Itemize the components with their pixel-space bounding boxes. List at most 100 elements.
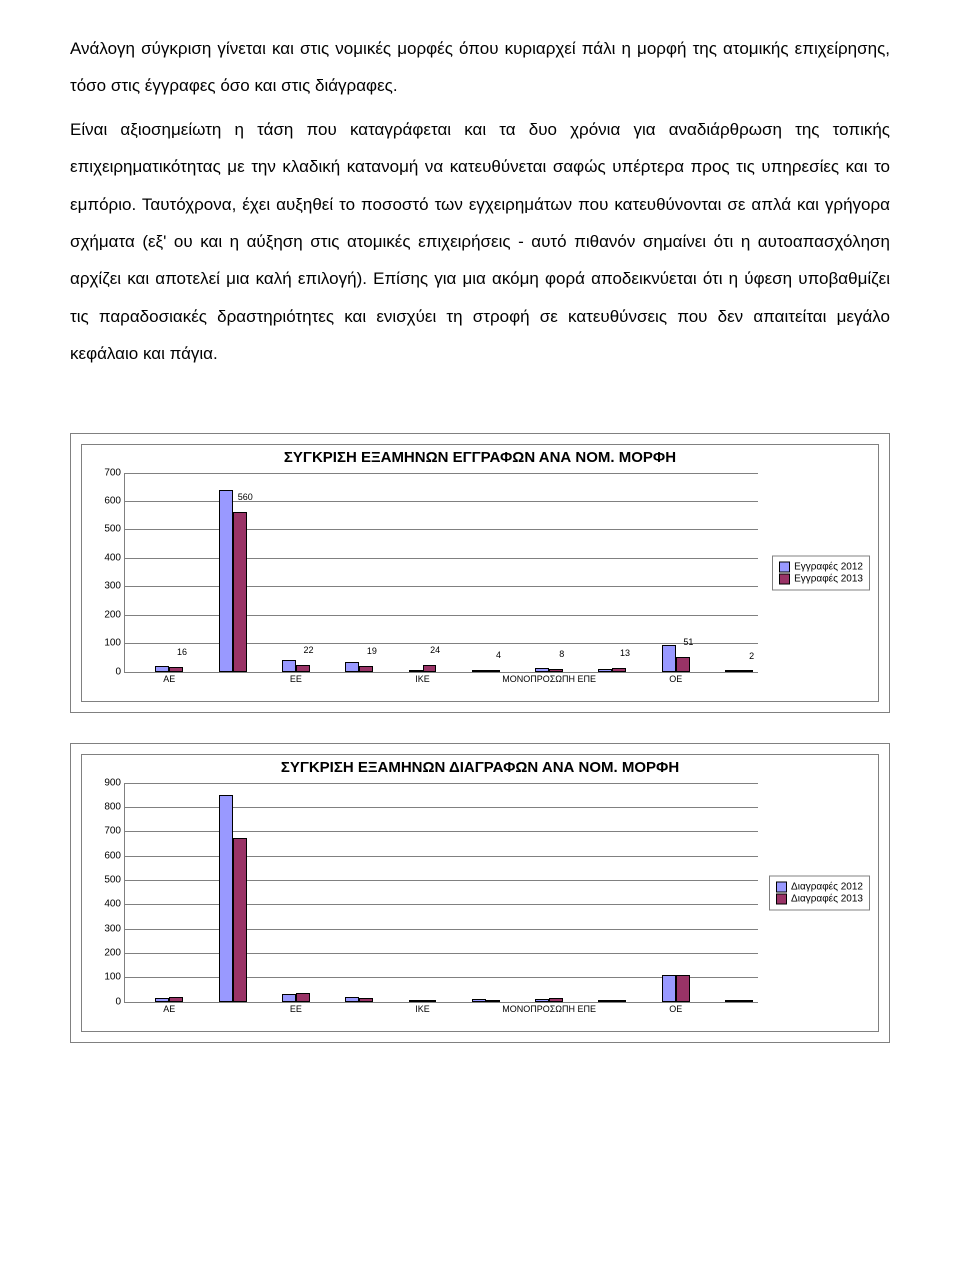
legend-swatch xyxy=(776,881,787,892)
y-tick-label: 900 xyxy=(104,777,121,788)
bar xyxy=(219,490,233,672)
bar xyxy=(535,668,549,671)
legend: Διαγραφές 2012Διαγραφές 2013 xyxy=(769,875,870,910)
paragraph-1: Ανάλογη σύγκριση γίνεται και στις νομικέ… xyxy=(70,30,890,105)
y-tick-label: 100 xyxy=(104,972,121,983)
y-tick-label: 600 xyxy=(104,850,121,861)
bar xyxy=(169,667,183,672)
bar xyxy=(233,512,247,671)
bar xyxy=(549,669,563,671)
bar xyxy=(282,994,296,1001)
x-tick-label: ΑΕ xyxy=(163,674,175,684)
y-tick-label: 400 xyxy=(104,552,121,563)
bar xyxy=(612,668,626,672)
bar-value-label: 560 xyxy=(238,492,253,502)
legend-swatch xyxy=(779,561,790,572)
bar xyxy=(423,665,437,672)
bar xyxy=(155,666,169,671)
bar xyxy=(549,998,563,1001)
y-tick-label: 100 xyxy=(104,638,121,649)
bar xyxy=(409,1000,423,1002)
bar-value-label: 4 xyxy=(496,650,501,660)
y-tick-label: 600 xyxy=(104,495,121,506)
x-tick-label: ΜΟΝΟΠΡΟΣΩΠΗ ΕΠΕ xyxy=(502,674,596,684)
x-tick-label: ΕΕ xyxy=(290,1004,302,1014)
legend: Εγγραφές 2012Εγγραφές 2013 xyxy=(772,555,870,590)
bar xyxy=(662,645,676,672)
bar xyxy=(612,1000,626,1002)
bar xyxy=(739,1000,753,1002)
x-tick-label: ΟΕ xyxy=(669,1004,682,1014)
bar xyxy=(598,1000,612,1002)
y-tick-label: 700 xyxy=(104,826,121,837)
bar xyxy=(296,993,310,1002)
bar xyxy=(472,999,486,1001)
bar xyxy=(169,997,183,1001)
x-tick-label: ΕΕ xyxy=(290,674,302,684)
bar xyxy=(423,1000,437,1002)
bar xyxy=(359,666,373,671)
bar xyxy=(676,657,690,671)
body-text: Ανάλογη σύγκριση γίνεται και στις νομικέ… xyxy=(70,30,890,373)
y-tick-label: 500 xyxy=(104,524,121,535)
bar xyxy=(725,1000,739,1002)
legend-swatch xyxy=(779,573,790,584)
y-tick-label: 200 xyxy=(104,609,121,620)
y-tick-label: 800 xyxy=(104,801,121,812)
legend-item: Εγγραφές 2013 xyxy=(779,573,863,584)
bar-value-label: 51 xyxy=(683,637,693,647)
legend-item: Διαγραφές 2013 xyxy=(776,893,863,904)
bar xyxy=(486,670,500,672)
y-tick-label: 0 xyxy=(115,996,121,1007)
bar-value-label: 22 xyxy=(304,645,314,655)
chart-title: ΣΥΓΚΡΙΣΗ ΕΞΑΜΗΝΩΝ ΕΓΓΡΑΦΩΝ ΑΝΑ ΝΟΜ. ΜΟΡΦ… xyxy=(82,449,878,466)
paragraph-2: Είναι αξιοσημείωτη η τάση που καταγράφετ… xyxy=(70,111,890,373)
y-tick-label: 500 xyxy=(104,874,121,885)
x-tick-label: ΜΟΝΟΠΡΟΣΩΠΗ ΕΠΕ xyxy=(502,1004,596,1014)
x-tick-label: ΙΚΕ xyxy=(415,1004,430,1014)
y-tick-label: 300 xyxy=(104,923,121,934)
bar-value-label: 19 xyxy=(367,646,377,656)
bar xyxy=(725,670,739,672)
y-tick-label: 300 xyxy=(104,581,121,592)
bar xyxy=(662,975,676,1002)
bar xyxy=(535,999,549,1002)
chart-inner: ΣΥΓΚΡΙΣΗ ΕΞΑΜΗΝΩΝ ΕΓΓΡΑΦΩΝ ΑΝΑ ΝΟΜ. ΜΟΡΦ… xyxy=(81,444,879,702)
bar xyxy=(472,670,486,672)
x-tick-label: ΑΕ xyxy=(163,1004,175,1014)
bar xyxy=(219,795,233,1002)
y-tick-label: 700 xyxy=(104,467,121,478)
bar-value-label: 13 xyxy=(620,648,630,658)
y-tick-label: 400 xyxy=(104,899,121,910)
bar-value-label: 24 xyxy=(430,645,440,655)
x-tick-label: ΙΚΕ xyxy=(415,674,430,684)
legend-item: Εγγραφές 2012 xyxy=(779,561,863,572)
bar xyxy=(233,838,247,1001)
bar xyxy=(676,975,690,1002)
legend-label: Εγγραφές 2013 xyxy=(794,573,863,584)
bar xyxy=(739,670,753,672)
bar xyxy=(282,660,296,671)
bar xyxy=(486,1000,500,1002)
y-tick-label: 0 xyxy=(115,666,121,677)
y-tick-label: 200 xyxy=(104,947,121,958)
legend-item: Διαγραφές 2012 xyxy=(776,881,863,892)
legend-label: Εγγραφές 2012 xyxy=(794,561,863,572)
gridline xyxy=(125,473,758,474)
bar xyxy=(359,998,373,1002)
bar xyxy=(409,670,423,672)
bar xyxy=(598,669,612,671)
bar-value-label: 2 xyxy=(749,651,754,661)
legend-label: Διαγραφές 2012 xyxy=(791,881,863,892)
bar-value-label: 16 xyxy=(177,647,187,657)
chart-deregistrations: ΣΥΓΚΡΙΣΗ ΕΞΑΜΗΝΩΝ ΔΙΑΓΡΑΦΩΝ ΑΝΑ ΝΟΜ. ΜΟΡ… xyxy=(70,743,890,1043)
bar xyxy=(296,665,310,671)
bar xyxy=(345,997,359,1002)
x-tick-label: ΟΕ xyxy=(669,674,682,684)
gridline xyxy=(125,783,758,784)
chart-inner: ΣΥΓΚΡΙΣΗ ΕΞΑΜΗΝΩΝ ΔΙΑΓΡΑΦΩΝ ΑΝΑ ΝΟΜ. ΜΟΡ… xyxy=(81,754,879,1032)
chart-title: ΣΥΓΚΡΙΣΗ ΕΞΑΜΗΝΩΝ ΔΙΑΓΡΑΦΩΝ ΑΝΑ ΝΟΜ. ΜΟΡ… xyxy=(82,759,878,776)
page: Ανάλογη σύγκριση γίνεται και στις νομικέ… xyxy=(0,0,960,1083)
bar-value-label: 8 xyxy=(559,649,564,659)
bar xyxy=(155,998,169,1002)
